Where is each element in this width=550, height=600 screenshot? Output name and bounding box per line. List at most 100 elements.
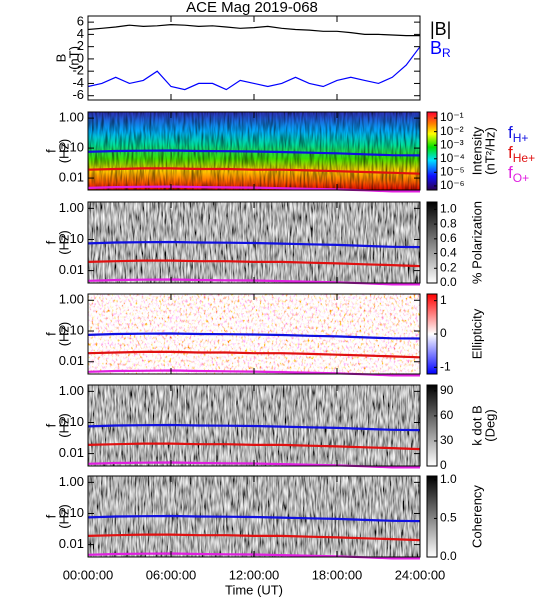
- colorbar-tick-label: 0: [440, 326, 447, 340]
- x-tick-label: 00:00:00: [63, 567, 114, 582]
- series-line: [87, 442, 421, 451]
- colorbar-tick-label: -1: [440, 360, 451, 374]
- series-line: [87, 259, 421, 268]
- legend-name: |B|: [430, 19, 451, 39]
- legend-subscript: R: [442, 46, 451, 60]
- y-tick-label: 6: [77, 14, 84, 29]
- legend-entry: BR: [430, 38, 451, 60]
- colorbar: [426, 384, 438, 467]
- series-line: [87, 423, 421, 432]
- y-axis-label: f: [43, 149, 58, 153]
- y-tick-label: 0.01: [59, 353, 84, 368]
- colorbar-label: Ellipticity: [469, 308, 484, 359]
- colorbar-tick-label: 0: [440, 458, 447, 472]
- y-tick-label: 1.00: [59, 292, 84, 307]
- legend-name: f: [508, 143, 513, 162]
- colorbar-tick-label: 0.2: [440, 260, 457, 274]
- series-line: [87, 350, 421, 359]
- colorbar-label: % Polarization: [469, 201, 484, 284]
- y-axis-label: B: [53, 54, 68, 63]
- legend-name: f: [508, 163, 513, 182]
- y-axis-label: (Hz): [56, 413, 71, 438]
- y-tick-label: 0: [77, 50, 84, 65]
- x-axis-label: Time (UT): [225, 582, 283, 597]
- series-line: [87, 167, 421, 175]
- colorbar-tick-label: 10⁻³: [440, 137, 464, 151]
- y-axis-label: (Hz): [56, 139, 71, 164]
- legend-name: f: [508, 123, 513, 142]
- colorbar-label: (Deg): [482, 409, 497, 442]
- x-tick-label: 12:00:00: [229, 567, 280, 582]
- y-tick-label: 0.10: [59, 140, 84, 155]
- series-line: [87, 46, 421, 91]
- y-tick-label: 0.01: [59, 536, 84, 551]
- colorbar-tick-label: 0.6: [440, 231, 457, 245]
- colorbar: [426, 201, 438, 284]
- y-tick-label: 1.00: [59, 200, 84, 215]
- legend-name: B: [430, 38, 442, 58]
- y-axis-label: (Hz): [56, 322, 71, 347]
- y-tick-label: 1.00: [59, 383, 84, 398]
- colorbar-tick-label: 0.8: [440, 216, 457, 230]
- colorbar-tick-label: 1.0: [440, 202, 457, 216]
- colorbar-label: Intensity: [469, 126, 484, 175]
- y-tick-label: 0.01: [59, 262, 84, 277]
- y-axis-label: f: [43, 332, 58, 336]
- legend-entry: fO+: [508, 163, 529, 185]
- x-tick-label: 06:00:00: [146, 567, 197, 582]
- legend-subscript: H+: [513, 131, 529, 145]
- colorbar: [426, 475, 438, 558]
- legend-entry: fH+: [508, 123, 528, 145]
- colorbar-tick-label: 1: [440, 293, 447, 307]
- colorbar-tick-label: 1.0: [440, 472, 457, 486]
- series-line: [87, 514, 421, 523]
- colorbar-tick-label: 10⁻⁶: [440, 178, 465, 192]
- y-tick-label: 0.10: [59, 322, 84, 337]
- y-tick-label: -4: [72, 75, 84, 90]
- y-axis-label: (Hz): [56, 230, 71, 255]
- x-tick-label: 18:00:00: [312, 567, 363, 582]
- colorbar-tick-label: 10⁻⁵: [440, 165, 465, 179]
- colorbar-tick-label: 10⁻¹: [440, 110, 464, 124]
- y-tick-label: 1.00: [59, 474, 84, 489]
- y-axis-label: f: [43, 423, 58, 427]
- colorbar-tick-label: 0.0: [440, 275, 457, 289]
- y-axis-label: f: [43, 514, 58, 518]
- y-tick-label: 4: [77, 26, 84, 41]
- series-line: [87, 23, 420, 37]
- legend-subscript: He+: [513, 151, 535, 165]
- y-tick-label: 1.00: [59, 110, 84, 125]
- y-tick-label: 0.10: [59, 231, 84, 246]
- y-tick-label: -6: [72, 87, 84, 102]
- series-line: [87, 533, 421, 542]
- y-tick-label: 0.01: [59, 170, 84, 185]
- legend-entry: fHe+: [508, 143, 535, 165]
- colorbar-tick-label: 10⁻⁴: [440, 151, 465, 165]
- series-line: [87, 149, 421, 157]
- colorbar-label: Coherency: [469, 485, 484, 548]
- colorbar-tick-label: 10⁻²: [440, 124, 464, 138]
- colorbar-label: (nT²/Hz): [482, 127, 497, 175]
- chart-title: ACE Mag 2019-068: [186, 0, 318, 16]
- colorbar-tick-label: 0.4: [440, 246, 457, 260]
- y-axis-label: f: [43, 240, 58, 244]
- colorbar-tick-label: 30: [440, 433, 454, 447]
- y-tick-label: 0.01: [59, 445, 84, 460]
- x-tick-label: 24:00:00: [395, 567, 446, 582]
- legend-subscript: O+: [513, 171, 529, 185]
- legend-entry: |B|: [430, 19, 451, 39]
- y-tick-label: 0.10: [59, 414, 84, 429]
- colorbar-tick-label: 60: [440, 408, 454, 422]
- colorbar-tick-label: 90: [440, 383, 454, 397]
- y-axis-label: (nT): [66, 46, 81, 70]
- series-line: [87, 332, 421, 340]
- colorbar-label: k dot B: [469, 405, 484, 445]
- y-tick-label: -2: [72, 63, 84, 78]
- colorbar-tick-label: 0.0: [440, 549, 457, 563]
- y-axis-label: (Hz): [56, 504, 71, 529]
- y-tick-label: 0.10: [59, 505, 84, 520]
- y-tick-label: 2: [77, 38, 84, 53]
- plot-frame: [87, 15, 421, 101]
- series-line: [87, 240, 421, 249]
